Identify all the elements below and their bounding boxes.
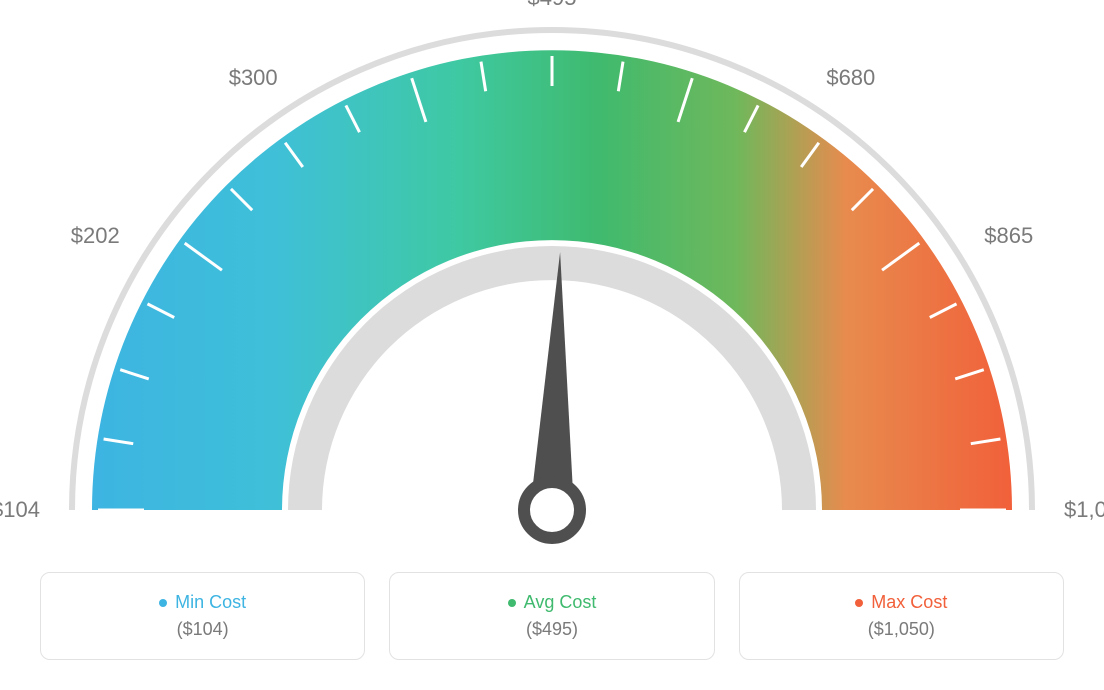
max-dot [855, 599, 863, 607]
max-value: ($1,050) [868, 619, 935, 640]
max-cost-card: Max Cost ($1,050) [739, 572, 1064, 660]
min-dot [159, 599, 167, 607]
min-value: ($104) [177, 619, 229, 640]
avg-value: ($495) [526, 619, 578, 640]
min-cost-card: Min Cost ($104) [40, 572, 365, 660]
legend-row: Min Cost ($104) Avg Cost ($495) Max Cost… [40, 572, 1064, 660]
max-title: Max Cost [871, 592, 947, 613]
scale-label: $202 [71, 223, 120, 249]
scale-label: $495 [528, 0, 577, 11]
avg-dot [508, 599, 516, 607]
avg-title: Avg Cost [524, 592, 597, 613]
scale-label: $865 [984, 223, 1033, 249]
gauge-chart: $104 $202 $300 $495 $680 $865 $1,050 [0, 0, 1104, 560]
scale-label: $104 [0, 497, 40, 523]
scale-label: $680 [826, 65, 875, 91]
min-title: Min Cost [175, 592, 246, 613]
avg-cost-card: Avg Cost ($495) [389, 572, 714, 660]
scale-label: $1,050 [1064, 497, 1104, 523]
scale-label: $300 [229, 65, 278, 91]
